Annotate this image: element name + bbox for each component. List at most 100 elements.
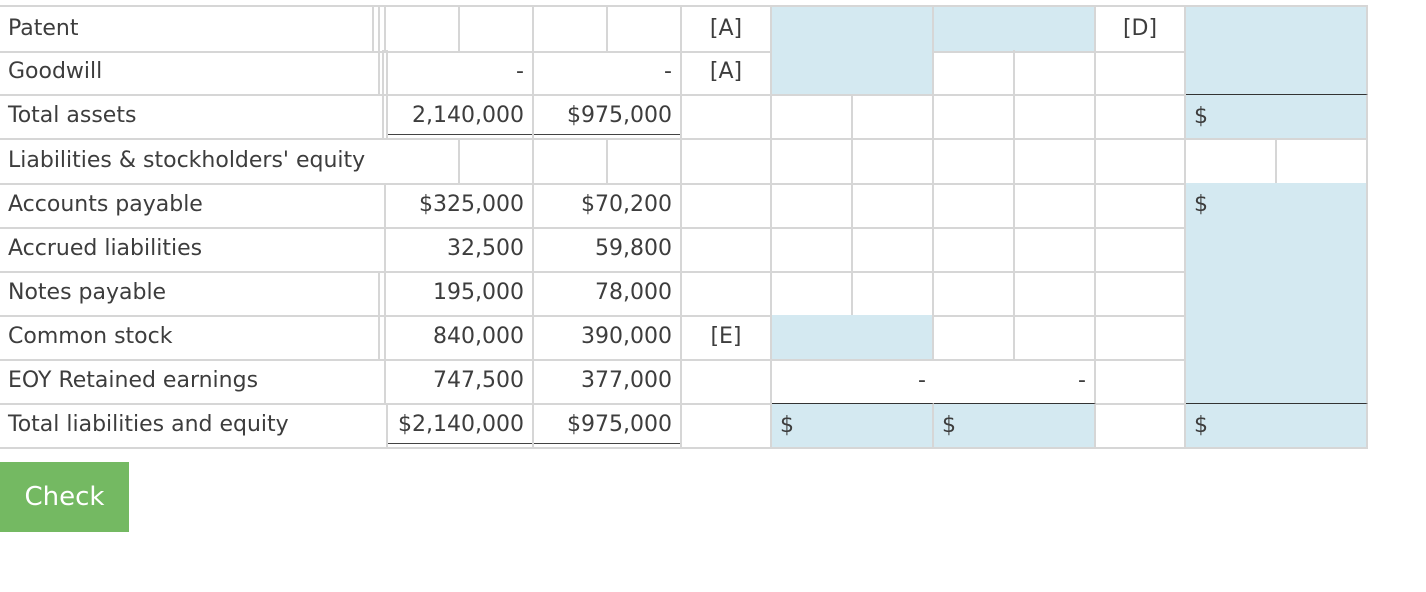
ref-debit: [E]: [682, 315, 772, 359]
sub-cell: [460, 139, 534, 183]
row-label: EOY Retained earnings: [0, 359, 386, 403]
table-row-retained-earnings: EOY Retained earnings 747,500 377,000 - …: [0, 359, 1368, 405]
credit-input[interactable]: [934, 7, 1096, 51]
consolidated-cell: [1186, 139, 1277, 183]
credit-cell: [934, 139, 1015, 183]
separator: [374, 7, 386, 51]
debit-cell: [772, 227, 853, 271]
consolidated-input[interactable]: [1186, 271, 1368, 315]
sub-cell-3: [608, 139, 682, 183]
sub-value: 59,800: [534, 227, 682, 271]
credit-cell: [934, 94, 1015, 138]
ref-credit: [1096, 94, 1186, 138]
parent-value: 747,500: [386, 359, 534, 403]
table-row-accrued-liabilities: Accrued liabilities 32,500 59,800: [0, 227, 1368, 273]
sub-value: -: [534, 50, 682, 94]
parent-value: [386, 7, 460, 51]
credit-total-input[interactable]: $: [934, 403, 1096, 447]
parent-value: 840,000: [386, 315, 534, 359]
ref-credit: [1096, 403, 1186, 447]
sub-value: [534, 7, 608, 51]
ref-credit: [1096, 139, 1186, 183]
debit-cell-2: [853, 227, 934, 271]
debit-cell-2: [853, 139, 934, 183]
ref-credit: [1096, 315, 1186, 359]
credit-cell: [934, 50, 1015, 94]
consolidated-input[interactable]: [1186, 359, 1368, 403]
debit-input[interactable]: [772, 7, 934, 51]
row-label: Accounts payable: [0, 183, 386, 227]
debit-cell: [772, 139, 853, 183]
row-label: Total assets: [0, 94, 384, 138]
table-row-accounts-payable: Accounts payable $325,000 $70,200 $: [0, 183, 1368, 229]
sub-value: $975,000: [534, 94, 682, 138]
consolidated-input[interactable]: [1186, 315, 1368, 359]
table-row-total-liabilities-equity: Total liabilities and equity $2,140,000 …: [0, 403, 1368, 449]
row-label: Total liabilities and equity: [0, 403, 388, 447]
consolidated-input[interactable]: [1186, 7, 1368, 51]
credit-cell-2: [1015, 315, 1096, 359]
consolidated-input[interactable]: [1186, 227, 1368, 271]
separator: [380, 50, 388, 94]
credit-cell-2: [1015, 94, 1096, 138]
ref-credit: [1096, 227, 1186, 271]
ref-debit: [682, 403, 772, 447]
parent-value: 195,000: [386, 271, 534, 315]
sub-value: 78,000: [534, 271, 682, 315]
ref-debit: [682, 271, 772, 315]
consolidated-cell-2: [1277, 139, 1368, 183]
table-row-goodwill: Goodwill - - [A]: [0, 50, 1368, 96]
debit-cell-2: [853, 183, 934, 227]
debit-total-input[interactable]: $: [772, 403, 934, 447]
ref-debit: [682, 227, 772, 271]
ref-debit: [682, 359, 772, 403]
separator: [380, 271, 386, 315]
parent-value: $325,000: [386, 183, 534, 227]
sub-cell-2: [534, 139, 608, 183]
credit-cell-2: [1015, 271, 1096, 315]
ref-credit: [1096, 359, 1186, 403]
table-row-total-assets: Total assets 2,140,000 $975,000 $: [0, 94, 1368, 140]
ref-debit: [A]: [682, 50, 772, 94]
column-divider: [382, 50, 384, 138]
credit-cell-2: [1015, 139, 1096, 183]
credit-cell: [934, 271, 1015, 315]
row-label: Goodwill: [0, 50, 380, 94]
consolidated-input[interactable]: [1186, 50, 1368, 94]
parent-value: 2,140,000: [388, 94, 534, 138]
sub-value: $975,000: [534, 403, 682, 447]
ref-debit: [682, 94, 772, 138]
credit-cell-2: [1015, 227, 1096, 271]
ref-credit: [1096, 50, 1186, 94]
sub-value-2: [608, 7, 682, 51]
table-row-liabilities-header: Liabilities & stockholders' equity: [0, 139, 1368, 185]
sub-value: $70,200: [534, 183, 682, 227]
row-label: Common stock: [0, 315, 380, 359]
ref-credit: [1096, 271, 1186, 315]
row-label: Patent: [0, 7, 374, 51]
ref-debit: [682, 183, 772, 227]
ref-debit: [682, 139, 772, 183]
check-button[interactable]: Check: [0, 462, 129, 532]
debit-input[interactable]: [772, 50, 934, 94]
credit-cell-2: [1015, 183, 1096, 227]
credit-value: -: [934, 359, 1096, 403]
consolidated-total-input[interactable]: $: [1186, 94, 1368, 138]
column-divider: [378, 5, 380, 93]
debit-input[interactable]: [772, 315, 934, 359]
credit-cell: [934, 183, 1015, 227]
table-row-common-stock: Common stock 840,000 390,000 [E]: [0, 315, 1368, 361]
debit-cell: [772, 183, 853, 227]
parent-value-2: [460, 7, 534, 51]
debit-cell-2: [853, 271, 934, 315]
consolidated-input[interactable]: $: [1186, 183, 1368, 227]
ref-credit: [1096, 183, 1186, 227]
row-label: Notes payable: [0, 271, 380, 315]
credit-cell-2: [1015, 50, 1096, 94]
credit-cell: [934, 227, 1015, 271]
credit-cell: [934, 315, 1015, 359]
parent-value: $2,140,000: [388, 403, 534, 447]
ref-credit: [D]: [1096, 7, 1186, 51]
consolidated-total-input[interactable]: $: [1186, 403, 1368, 447]
parent-value: 32,500: [386, 227, 534, 271]
